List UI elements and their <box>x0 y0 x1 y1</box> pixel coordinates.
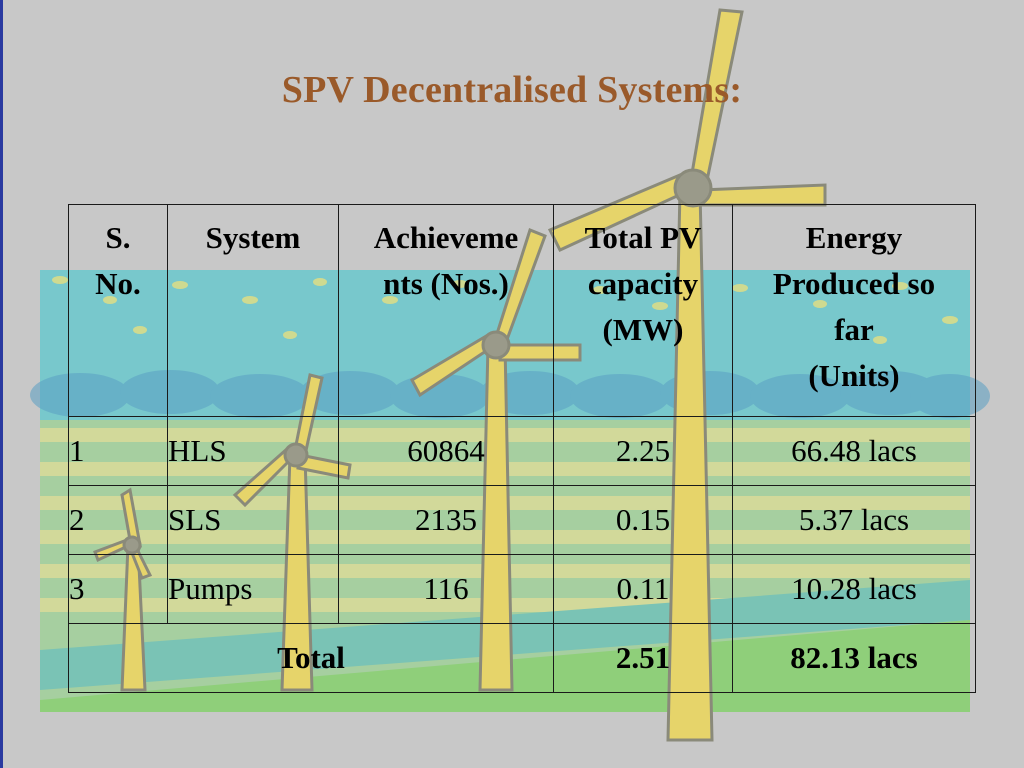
slide-title: SPV Decentralised Systems: <box>281 69 743 111</box>
cell-sno: 2 <box>68 485 168 555</box>
header-sno-line2: No. <box>95 266 141 301</box>
table-row: 2 SLS 2135 0.15 5.37 lacs <box>68 485 976 555</box>
cell-achievements: 116 <box>338 554 554 624</box>
cell-system: HLS <box>167 416 339 486</box>
cell-pv: 0.15 <box>553 485 733 555</box>
cell-energy: 5.37 lacs <box>732 485 976 555</box>
header-system-label: System <box>205 220 301 255</box>
header-achievements: Achieveme nts (Nos.) <box>338 204 554 417</box>
cell-total-label: Total <box>68 623 554 693</box>
cell-system: SLS <box>167 485 339 555</box>
spv-systems-table: S. No. System Achieveme nts (Nos.) Total… <box>68 204 976 693</box>
cell-pv: 0.11 <box>553 554 733 624</box>
cell-achievements: 2135 <box>338 485 554 555</box>
left-border <box>0 0 3 768</box>
header-energy: Energy Produced so far (Units) <box>732 204 976 417</box>
cell-total-pv: 2.51 <box>553 623 733 693</box>
header-energy-line4: (Units) <box>808 358 900 393</box>
cell-energy: 10.28 lacs <box>732 554 976 624</box>
cell-system: Pumps <box>167 554 339 624</box>
cell-sno: 3 <box>68 554 168 624</box>
cell-energy: 66.48 lacs <box>732 416 976 486</box>
header-pv-capacity: Total PV capacity (MW) <box>553 204 733 417</box>
header-pv-line2: capacity <box>587 266 699 301</box>
cell-pv: 2.25 <box>553 416 733 486</box>
table-row: 3 Pumps 116 0.11 10.28 lacs <box>68 554 976 624</box>
header-pv-line1: Total PV <box>584 220 702 255</box>
table-header-row: S. No. System Achieveme nts (Nos.) Total… <box>68 204 976 417</box>
table-row: 1 HLS 60864 2.25 66.48 lacs <box>68 416 976 486</box>
header-sno-line1: S. <box>105 220 131 255</box>
header-system: System <box>167 204 339 417</box>
header-pv-line3: (MW) <box>602 312 684 347</box>
header-energy-line3: far <box>834 312 874 347</box>
header-energy-line1: Energy <box>805 220 903 255</box>
header-energy-line2: Produced so <box>772 266 936 301</box>
cell-total-energy: 82.13 lacs <box>732 623 976 693</box>
header-achievements-line1: Achieveme <box>373 220 519 255</box>
table-total-row: Total 2.51 82.13 lacs <box>68 623 976 693</box>
cell-sno: 1 <box>68 416 168 486</box>
header-achievements-line2: nts (Nos.) <box>383 266 509 301</box>
header-sno: S. No. <box>68 204 168 417</box>
cell-achievements: 60864 <box>338 416 554 486</box>
